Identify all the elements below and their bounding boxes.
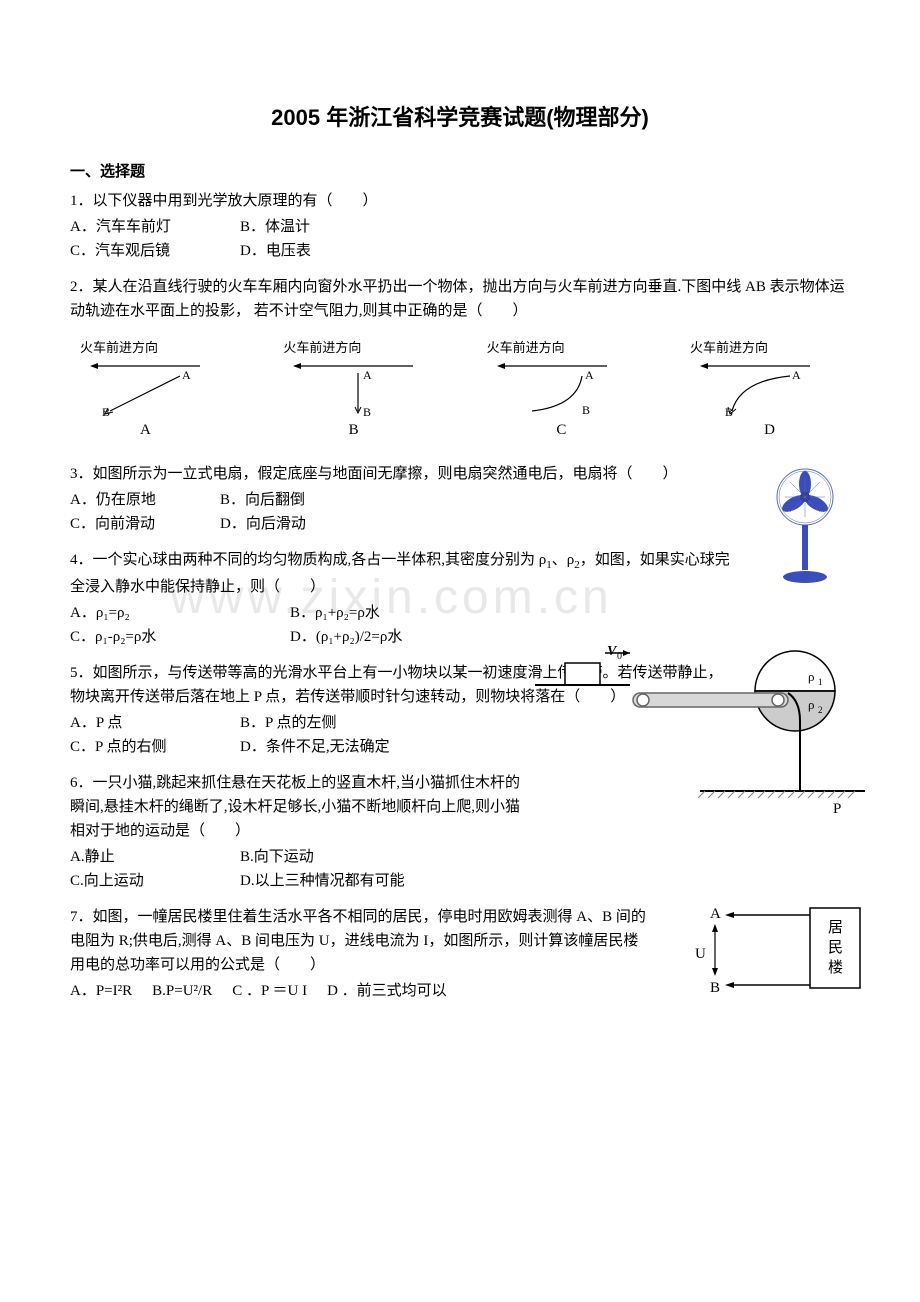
q7-opt-d: D ．前三式均可以: [327, 979, 447, 1003]
svg-text:A: A: [710, 906, 721, 922]
q5-opt-b: B．P 点的左侧: [240, 711, 400, 735]
question-4: 4．一个实心球由两种不同的均匀物质构成,各占一半体积,其密度分别为 ρ1、ρ2，…: [70, 548, 850, 649]
q4-opt-c: C．ρ₁-ρ₂=ρ水: [70, 625, 280, 649]
q1-opt-c: C．汽车观后镜: [70, 239, 230, 263]
q2-arrow-label-d: 火车前进方向: [690, 338, 840, 359]
q4-mid: 、ρ: [552, 552, 575, 568]
circuit-diagram: A B U 居 民 楼: [690, 900, 870, 1000]
q6-opt-c: C.向上运动: [70, 869, 230, 893]
q5-opt-c: C．P 点的右侧: [70, 735, 230, 759]
question-7: A B U 居 民 楼 7．如图，一幢居民楼里住着生活水平各不相同的居民，停电时…: [70, 905, 850, 1003]
section-title: 一、选择题: [70, 160, 850, 184]
q4-text: 4．一个实心球由两种不同的均匀物质构成,各占一半体积,其密度分别为 ρ1、ρ2，…: [70, 548, 740, 599]
q6-text: 6．一只小猫,跳起来抓住悬在天花板上的竖直木杆,当小猫抓住木杆的瞬间,悬挂木杆的…: [70, 771, 530, 843]
q2-diagram-c: 火车前进方向 A B: [487, 338, 637, 413]
q5-opt-a: A．P 点: [70, 711, 230, 735]
svg-text:A: A: [585, 368, 594, 382]
q2-diagram-b: 火车前进方向 A B: [283, 338, 433, 413]
q2-diagram-d: 火车前进方向 A B: [690, 338, 840, 413]
svg-text:B: B: [710, 980, 720, 996]
q2-arrow-label-a: 火车前进方向: [80, 338, 230, 359]
q3-opt-b: B．向后翻倒: [220, 488, 360, 512]
q7-opt-c: C ．P ＝U I: [232, 979, 307, 1003]
q1-opt-a: A．汽车车前灯: [70, 215, 230, 239]
svg-text:B: B: [363, 405, 371, 419]
q3-text: 3．如图所示为一立式电扇，假定底座与地面间无摩擦，则电扇突然通电后，电扇将（ ）: [70, 462, 740, 486]
q4-opt-b: B．ρ₁+ρ₂=ρ水: [290, 601, 380, 625]
q1-opt-d: D．电压表: [240, 239, 400, 263]
q4-opt-a: A．ρ₁=ρ₂: [70, 601, 280, 625]
page-title: 2005 年浙江省科学竞赛试题(物理部分): [70, 100, 850, 135]
q2-diagram-a: 火车前进方向 A B: [80, 338, 230, 413]
svg-text:居: 居: [828, 920, 843, 936]
svg-text:民: 民: [828, 940, 843, 956]
svg-text:A: A: [363, 368, 372, 382]
q7-text: 7．如图，一幢居民楼里住着生活水平各不相同的居民，停电时用欧姆表测得 A、B 间…: [70, 905, 650, 977]
content: 2005 年浙江省科学竞赛试题(物理部分) 一、选择题 1．以下仪器中用到光学放…: [70, 100, 850, 1003]
q4-opt-d: D．(ρ₁+ρ₂)/2=ρ水: [290, 625, 402, 649]
q7-opt-a: A．P=I²R: [70, 979, 132, 1003]
q2-text: 2．某人在沿直线行驶的火车车厢内向窗外水平扔出一个物体，抛出方向与火车前进方向垂…: [70, 275, 850, 323]
q3-opt-d: D．向后滑动: [220, 512, 360, 536]
svg-text:A: A: [792, 368, 801, 382]
question-5: ρ1 ρ2 V0: [70, 661, 850, 759]
q3-opt-a: A．仍在原地: [70, 488, 210, 512]
svg-text:楼: 楼: [828, 959, 843, 976]
q4-text-prefix: 4．一个实心球由两种不同的均匀物质构成,各占一半体积,其密度分别为 ρ: [70, 552, 546, 568]
question-3: 3．如图所示为一立式电扇，假定底座与地面间无摩擦，则电扇突然通电后，电扇将（ ）…: [70, 462, 850, 536]
q2-diagrams: 火车前进方向 A B 火车前进方向 A: [70, 338, 850, 413]
svg-text:B: B: [582, 403, 590, 417]
q2-arrow-label-b: 火车前进方向: [283, 338, 433, 359]
q1-opt-b: B．体温计: [240, 215, 400, 239]
q2-arrow-label-c: 火车前进方向: [487, 338, 637, 359]
q3-opt-c: C．向前滑动: [70, 512, 210, 536]
q6-opt-b: B.向下运动: [240, 845, 400, 869]
question-2: 2．某人在沿直线行驶的火车车厢内向窗外水平扔出一个物体，抛出方向与火车前进方向垂…: [70, 275, 850, 442]
q6-opt-a: A.静止: [70, 845, 230, 869]
svg-text:U: U: [695, 946, 706, 962]
question-6: 6．一只小猫,跳起来抓住悬在天花板上的竖直木杆,当小猫抓住木杆的瞬间,悬挂木杆的…: [70, 771, 850, 893]
q5-opt-d: D．条件不足,无法确定: [240, 735, 400, 759]
svg-text:A: A: [182, 368, 191, 382]
q6-opt-d: D.以上三种情况都有可能: [240, 869, 405, 893]
question-1: 1．以下仪器中用到光学放大原理的有（ ） A．汽车车前灯 B．体温计 C．汽车观…: [70, 189, 850, 263]
q7-opt-b: B.P=U²/R: [152, 979, 212, 1003]
q1-text: 1．以下仪器中用到光学放大原理的有（ ）: [70, 189, 850, 213]
